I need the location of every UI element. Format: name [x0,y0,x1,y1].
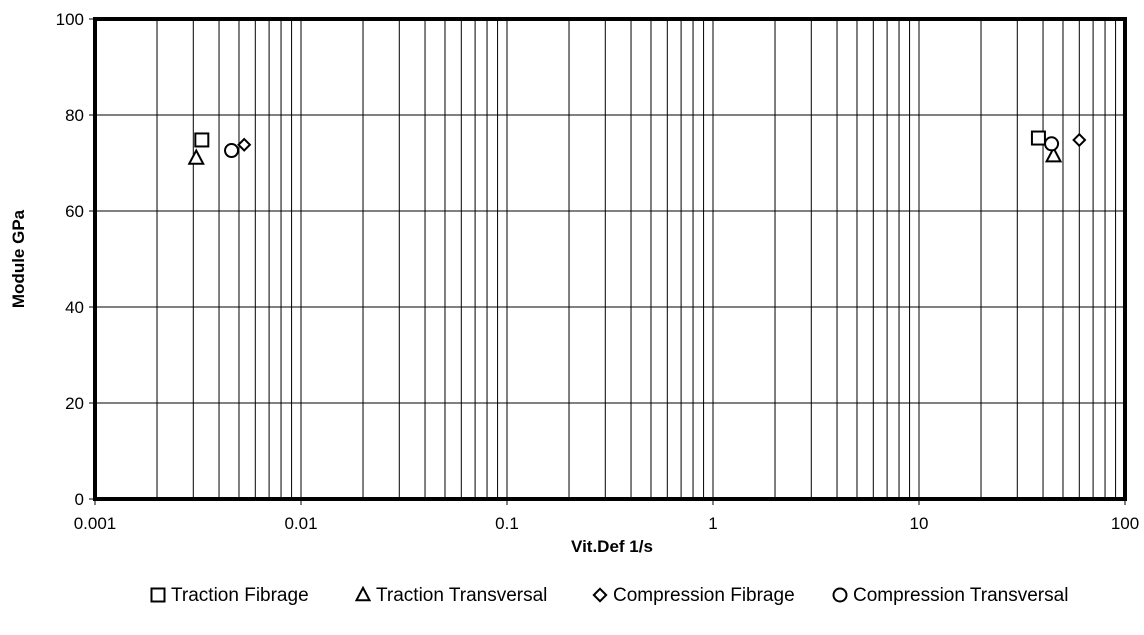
legend-item: Traction Transversal [354,585,547,606]
legend-marker-diamond [592,587,608,603]
series-triangle [187,145,1063,165]
data-point-triangle [1044,145,1063,163]
grid-minor [156,19,1117,499]
y-tick-label: 20 [65,394,84,413]
legend-label: Compression Transversal [853,585,1068,606]
series-circle [224,136,1060,159]
data-point-triangle [187,148,205,165]
data-point-diamond [237,137,252,152]
x-tick-labels: 0.001 0.01 0.1 1 10 100 [74,499,1139,533]
x-tick-label: 100 [1111,514,1139,533]
data-point-circle [224,143,240,159]
data-markers [187,130,1087,165]
x-tick-label: 0.01 [284,514,317,533]
legend-label: Traction Fibrage [171,585,309,606]
data-point-square [194,132,210,148]
data-point-square [1030,130,1046,146]
plot-frame [93,17,1127,501]
legend-marker-square [150,587,166,603]
legend-item: Compression Transversal [832,585,1068,606]
legend: Traction Fibrage Traction Transversal Comp… [150,585,1068,606]
x-tick-label: 10 [910,514,929,533]
legend-item: Compression Fibrage [592,585,795,606]
legend-label: Compression Fibrage [613,585,795,606]
y-tick-label: 40 [65,298,84,317]
legend-label: Traction Transversal [376,585,547,606]
x-tick-label: 0.001 [74,514,117,533]
legend-item: Traction Fibrage [150,585,309,606]
data-point-diamond [1072,132,1087,148]
y-tick-label: 0 [75,490,84,509]
y-tick-label: 80 [65,106,84,125]
x-tick-label: 0.1 [495,514,519,533]
y-tick-label: 100 [56,10,84,29]
plot-area [95,19,1125,499]
y-tick-labels: 0 20 40 60 80 100 [56,10,95,509]
series-square [194,130,1046,148]
legend-marker-triangle [354,585,372,602]
y-axis-title: Module GPa [9,209,28,308]
legend-marker-circle [832,587,848,603]
data-point-circle [1044,136,1060,152]
x-axis-title: Vit.Def 1/s [571,537,653,556]
x-tick-label: 1 [708,514,717,533]
y-tick-label: 60 [65,202,84,221]
series-diamond [237,132,1087,152]
